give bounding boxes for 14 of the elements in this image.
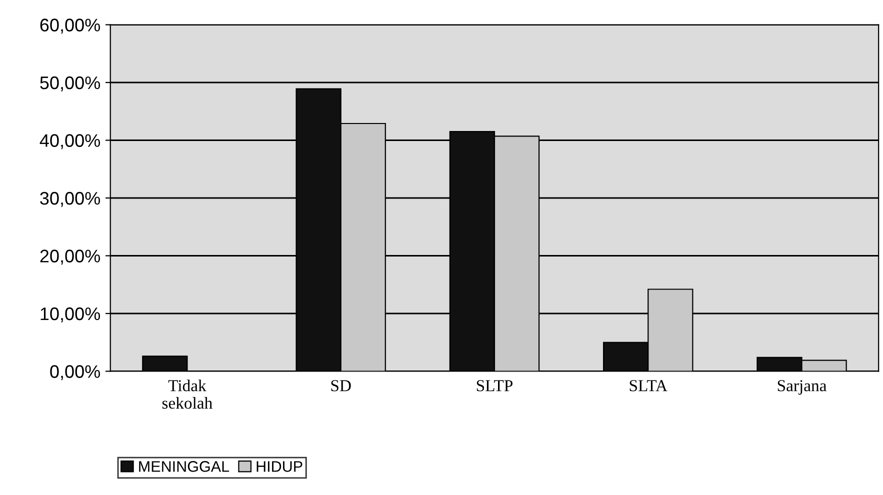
y-tick-label: 20,00% <box>40 250 100 265</box>
y-tick-label: 60,00% <box>40 18 100 34</box>
y-tick-label: 40,00% <box>40 134 100 150</box>
y-tick-label: 50,00% <box>40 76 100 92</box>
y-tick-label: 0,00% <box>50 365 100 380</box>
x-tick-label: SLTA <box>630 380 668 392</box>
x-tick-label: SLTP <box>476 380 513 392</box>
x-tick-label: Sarjana <box>778 380 827 395</box>
y-tick-label: 30,00% <box>40 192 100 207</box>
x-tick-label: Tidak sekolah <box>162 380 212 409</box>
legend-label: HIDUP <box>256 461 302 472</box>
legend-label: MENINGGAL <box>139 461 230 472</box>
x-tick-label: SD <box>331 380 351 392</box>
y-tick-label: 10,00% <box>40 307 100 322</box>
